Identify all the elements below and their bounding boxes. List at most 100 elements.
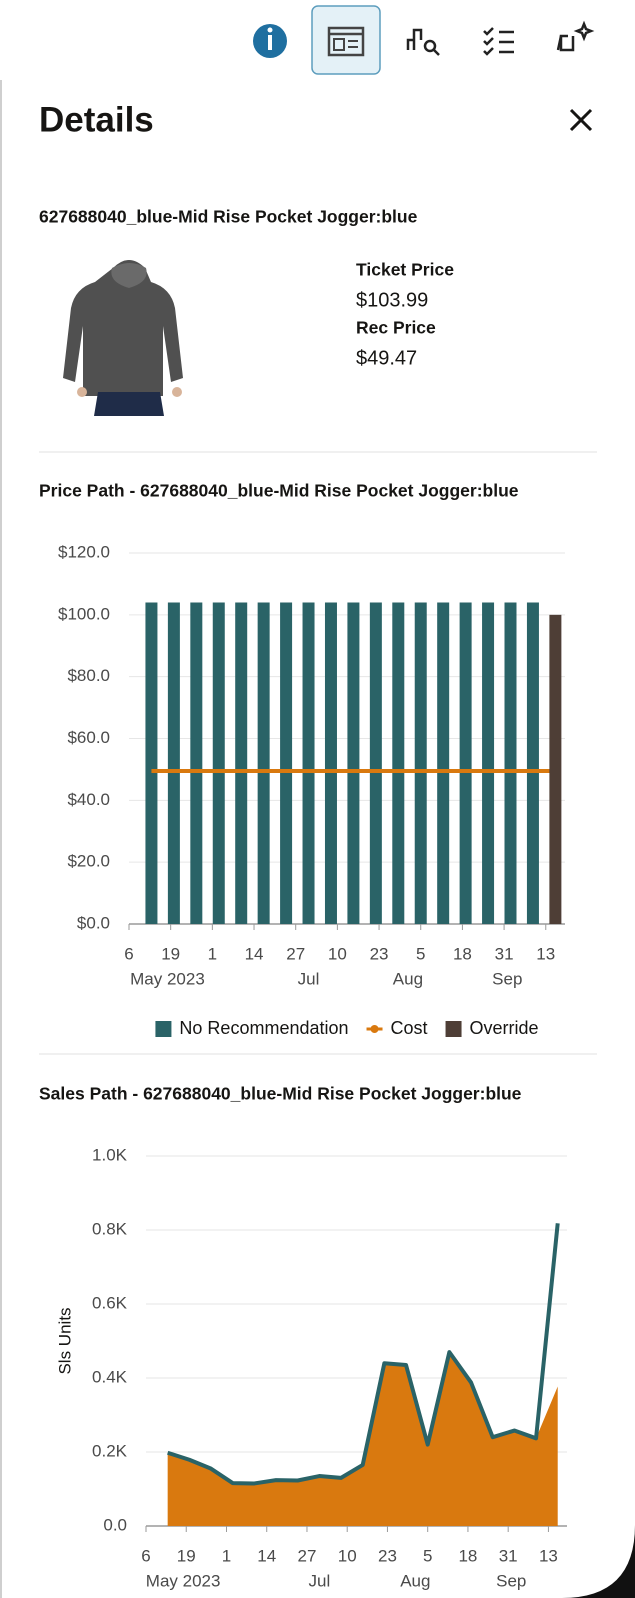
- legend-marker: [445, 1021, 462, 1037]
- checklist-icon: [499, 30, 514, 54]
- legend-marker: [155, 1021, 172, 1037]
- bar: [482, 602, 495, 924]
- bar: [549, 614, 562, 924]
- x-group-label: Aug: [400, 1571, 430, 1590]
- y-tick-label: 0.8K: [92, 1219, 128, 1238]
- x-tick-label: 10: [328, 944, 347, 963]
- info-glyph: [268, 35, 272, 50]
- y-tick-label: $40.0: [67, 790, 110, 809]
- x-tick-label: 19: [161, 944, 180, 963]
- checklist-button[interactable]: [483, 27, 514, 56]
- toolbar: [253, 5, 595, 75]
- y-tick-label: 0.6K: [92, 1293, 128, 1312]
- x-group-label: Sep: [492, 969, 522, 988]
- x-group-label: Jul: [298, 969, 320, 988]
- bar: [347, 602, 360, 924]
- y-tick-label: $100.0: [58, 604, 110, 623]
- x-tick-label: 23: [370, 944, 389, 963]
- x-tick-label: 19: [177, 1546, 196, 1565]
- info-glyph-dot: [267, 27, 273, 33]
- x-group-label: Jul: [308, 1571, 330, 1590]
- x-tick-label: 14: [257, 1546, 276, 1565]
- field-label: Ticket Price: [356, 260, 454, 280]
- chart-title: Price Path - 627688040_blue-Mid Rise Poc…: [39, 481, 519, 501]
- bar: [280, 602, 293, 924]
- legend-label: Override: [470, 1018, 539, 1038]
- field-value: $103.99: [356, 289, 428, 311]
- legend-label: No Recommendation: [179, 1018, 348, 1038]
- close-button[interactable]: [569, 108, 593, 132]
- bar: [212, 602, 225, 924]
- checklist-icon: [483, 27, 494, 56]
- chart-search-icon: [433, 49, 440, 56]
- bar: [145, 602, 158, 924]
- x-tick-label: 1: [222, 1546, 231, 1565]
- bar: [369, 602, 382, 924]
- x-tick-label: 14: [245, 944, 264, 963]
- x-tick-label: 13: [539, 1546, 558, 1565]
- y-axis-label: Sls Units: [55, 1307, 74, 1374]
- collar: [111, 263, 147, 288]
- bar: [257, 602, 270, 924]
- x-tick-label: 1: [208, 944, 217, 963]
- x-tick-label: 10: [338, 1546, 357, 1565]
- field-label: Rec Price: [356, 318, 436, 338]
- sweater: [63, 260, 183, 396]
- bar: [459, 602, 472, 924]
- y-tick-label: $0.0: [77, 913, 110, 932]
- ai-sparkle: [573, 20, 595, 42]
- chart-title: Sales Path - 627688040_blue-Mid Rise Poc…: [39, 1084, 522, 1104]
- bar: [504, 602, 517, 924]
- y-tick-label: 0.2K: [92, 1441, 128, 1460]
- bar: [302, 602, 315, 924]
- x-group-label: Sep: [496, 1571, 526, 1590]
- x-tick-label: 5: [423, 1546, 432, 1565]
- x-tick-label: 31: [499, 1546, 518, 1565]
- details-icon-box: [333, 38, 345, 51]
- x-tick-label: 27: [298, 1546, 317, 1565]
- line: [167, 1223, 560, 1486]
- device-corner: [562, 1525, 635, 1598]
- x-tick-label: 6: [124, 944, 133, 963]
- y-tick-label: $80.0: [67, 666, 110, 685]
- bar: [324, 602, 337, 924]
- x-tick-label: 31: [495, 944, 514, 963]
- bar: [392, 602, 405, 924]
- x-tick-label: 5: [416, 944, 425, 963]
- bar: [167, 602, 180, 924]
- legend-label: Cost: [391, 1018, 428, 1038]
- chart-search-button[interactable]: [406, 28, 440, 56]
- x-tick-label: 18: [458, 1546, 477, 1565]
- jeans: [94, 392, 164, 416]
- x-group-label: May 2023: [130, 969, 205, 988]
- panel-title: Details: [39, 100, 154, 139]
- chart-search-icon: [406, 28, 423, 50]
- bar: [437, 602, 450, 924]
- bar: [526, 602, 539, 924]
- hand: [172, 387, 182, 397]
- details-icon: [327, 26, 365, 57]
- y-tick-label: $60.0: [67, 728, 110, 747]
- x-tick-label: 13: [536, 944, 555, 963]
- product-image: [63, 256, 190, 416]
- ai-icon: [559, 34, 575, 52]
- x-tick-label: 6: [141, 1546, 150, 1565]
- legend-marker: [370, 1025, 379, 1033]
- y-tick-label: 0.0: [103, 1515, 127, 1534]
- details-button[interactable]: [311, 5, 381, 75]
- ai-icon: [556, 35, 563, 51]
- x-group-label: Aug: [393, 969, 423, 988]
- product-name: 627688040_blue-Mid Rise Pocket Jogger:bl…: [39, 207, 418, 227]
- x-tick-label: 23: [378, 1546, 397, 1565]
- ai-button[interactable]: [556, 20, 595, 52]
- hand: [77, 387, 87, 397]
- chart-search-icon: [423, 39, 437, 53]
- bar: [414, 602, 427, 924]
- bar: [235, 602, 248, 924]
- x-group-label: May 2023: [146, 1571, 221, 1590]
- y-tick-label: 1.0K: [92, 1145, 128, 1164]
- x-tick-label: 18: [453, 944, 472, 963]
- close-icon: [569, 108, 593, 132]
- y-tick-label: $20.0: [67, 852, 110, 871]
